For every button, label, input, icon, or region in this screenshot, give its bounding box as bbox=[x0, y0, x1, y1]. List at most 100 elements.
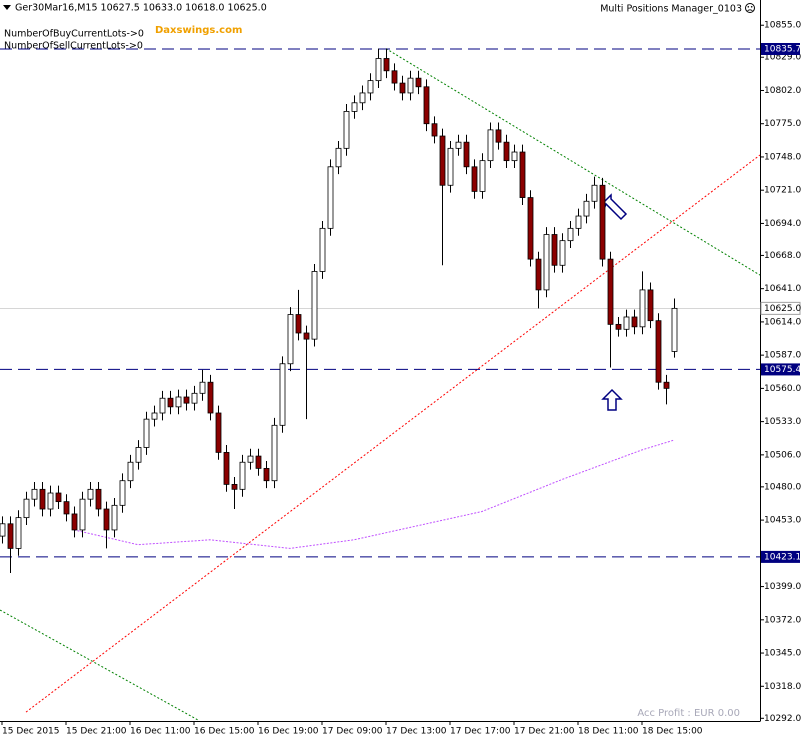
candle-body bbox=[671, 307, 678, 352]
candle-body bbox=[223, 451, 230, 485]
candle-body bbox=[287, 314, 294, 365]
y-tick-label: 10614.0 bbox=[764, 317, 801, 327]
candle-body bbox=[615, 323, 622, 330]
y-tick-label: 10802.0 bbox=[764, 86, 801, 96]
candle-body bbox=[391, 70, 398, 84]
candle-body bbox=[455, 141, 462, 149]
y-tick-label: 10399.0 bbox=[764, 582, 801, 592]
candle-body bbox=[159, 397, 166, 414]
candle-body bbox=[47, 492, 54, 510]
candle-body bbox=[263, 467, 270, 482]
y-tick-label: 10372.0 bbox=[764, 615, 801, 625]
arrow-up bbox=[601, 388, 623, 411]
candle-body bbox=[663, 381, 670, 389]
y-tick-label: 10318.0 bbox=[764, 682, 801, 692]
candle-body bbox=[319, 227, 326, 272]
y-tick-label: 10721.0 bbox=[764, 186, 801, 196]
y-tick-label: 10775.0 bbox=[764, 119, 801, 129]
candle-body bbox=[375, 58, 382, 82]
candle-body bbox=[335, 147, 342, 168]
trendline bbox=[25, 154, 761, 713]
current-price-label: 10625.0 bbox=[764, 304, 801, 314]
candle-body bbox=[575, 215, 582, 229]
candle-body bbox=[327, 166, 334, 229]
candle-body bbox=[151, 412, 158, 420]
candle-body bbox=[583, 200, 590, 217]
y-tick-label: 10533.0 bbox=[764, 417, 801, 427]
candle-body bbox=[551, 234, 558, 266]
candle-body bbox=[127, 461, 134, 482]
candle-body bbox=[567, 227, 574, 242]
candle-body bbox=[135, 447, 142, 463]
watermark: Daxswings.com bbox=[155, 25, 242, 36]
candle-body bbox=[55, 492, 62, 503]
x-tick-label: 18 Dec 15:00 bbox=[642, 727, 703, 737]
candle-body bbox=[503, 141, 510, 162]
candle-body bbox=[63, 501, 70, 515]
x-tick-label: 16 Dec 19:00 bbox=[258, 727, 319, 737]
candle-body bbox=[199, 381, 206, 394]
menu-triangle[interactable] bbox=[3, 5, 11, 10]
candle-body bbox=[71, 513, 78, 531]
candle-body bbox=[623, 316, 630, 330]
x-tick-label: 16 Dec 15:00 bbox=[194, 727, 255, 737]
candle-body bbox=[103, 508, 110, 531]
candle-body bbox=[527, 197, 534, 260]
candle-body bbox=[351, 102, 358, 112]
indicator-text: NumberOfBuyCurrentLots->0 bbox=[4, 29, 144, 40]
candle-body bbox=[183, 396, 190, 404]
candle-body bbox=[591, 184, 598, 202]
x-tick-label: 15 Dec 2015 bbox=[2, 727, 60, 737]
candle-body bbox=[39, 488, 46, 510]
x-tick-label: 17 Dec 13:00 bbox=[386, 727, 447, 737]
candle-body bbox=[383, 58, 390, 72]
candle-body bbox=[31, 488, 38, 500]
candle-body bbox=[0, 523, 6, 537]
candle-body bbox=[431, 123, 438, 137]
level-label: 10423.1 bbox=[764, 552, 801, 562]
candle-body bbox=[119, 480, 126, 506]
trendline bbox=[385, 48, 761, 276]
y-tick-label: 10506.0 bbox=[764, 450, 801, 460]
candle-body bbox=[399, 82, 406, 94]
candle-body bbox=[255, 455, 262, 469]
candle-body bbox=[111, 504, 118, 531]
candle-body bbox=[7, 523, 14, 549]
y-tick-label: 10641.0 bbox=[764, 284, 801, 294]
candle-body bbox=[479, 160, 486, 192]
x-tick-label: 16 Dec 11:00 bbox=[130, 727, 191, 737]
expert-name: Multi Positions Manager_0103 bbox=[600, 4, 742, 15]
trendline bbox=[0, 609, 199, 721]
candle-body bbox=[543, 234, 550, 291]
candle-body bbox=[631, 316, 638, 328]
x-tick-label: 17 Dec 17:00 bbox=[450, 727, 511, 737]
candle-body bbox=[511, 151, 518, 162]
candle-body bbox=[23, 498, 30, 519]
candle-body bbox=[303, 332, 310, 340]
candle-body bbox=[519, 151, 526, 198]
current-price-box bbox=[760, 301, 801, 315]
candle-body bbox=[599, 184, 606, 260]
candle-body bbox=[359, 92, 366, 104]
candle-body bbox=[343, 111, 350, 149]
y-tick-label: 10453.0 bbox=[764, 516, 801, 526]
candle-body bbox=[495, 129, 502, 143]
level-box bbox=[761, 42, 800, 55]
candle-body bbox=[143, 418, 150, 448]
candle-body bbox=[311, 271, 318, 340]
y-tick-label: 10694.0 bbox=[764, 219, 801, 229]
candle-body bbox=[487, 129, 494, 162]
y-tick-label: 10587.0 bbox=[764, 351, 801, 361]
indicator-text: NumberOfSellCurrentLots->0 bbox=[4, 41, 143, 52]
account-profit: Acc Profit : EUR 0.00 bbox=[637, 708, 740, 719]
chart-title: Ger30Mar16,M15 10627.5 10633.0 10618.0 1… bbox=[15, 3, 267, 14]
candle-body bbox=[463, 141, 470, 168]
candle-body bbox=[559, 240, 566, 266]
candle-body bbox=[471, 166, 478, 192]
moving-average bbox=[73, 439, 675, 549]
y-tick-label: 10560.0 bbox=[764, 384, 801, 394]
candle-body bbox=[367, 80, 374, 94]
level-label: 10835.7 bbox=[764, 44, 801, 54]
level-label: 10575.4 bbox=[764, 365, 801, 375]
